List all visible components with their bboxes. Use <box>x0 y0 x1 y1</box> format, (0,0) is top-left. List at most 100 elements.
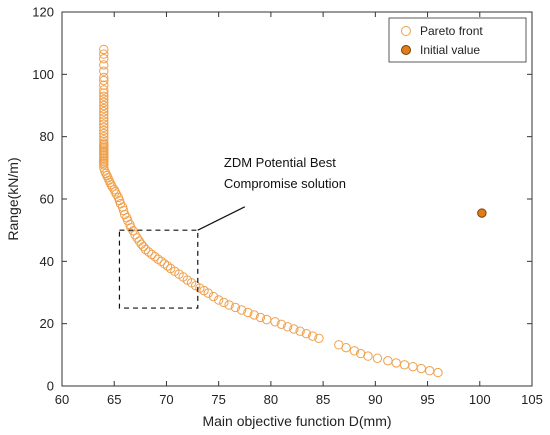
pareto-point <box>99 110 109 120</box>
pareto-point <box>162 261 173 271</box>
pareto-point <box>109 184 119 195</box>
pareto-point <box>213 295 224 305</box>
compromise-region-box <box>118 229 199 309</box>
pareto-point <box>138 241 149 252</box>
pareto-point <box>99 44 109 55</box>
pareto-point <box>147 249 157 260</box>
pareto-point <box>99 160 109 170</box>
legend: Pareto front Initial value <box>388 17 527 63</box>
pareto-point <box>243 307 253 318</box>
pareto-point <box>99 107 109 117</box>
legend-marker-pareto-front <box>401 26 411 36</box>
pareto-point <box>119 209 130 220</box>
pareto-point <box>99 54 109 64</box>
pareto-point <box>301 328 312 339</box>
pareto-point <box>99 97 109 108</box>
annotation-text-line: ZDM Potential Best <box>224 155 336 170</box>
pareto-point <box>295 326 305 336</box>
pareto-point <box>143 247 154 257</box>
pareto-point <box>219 297 229 308</box>
pareto-point <box>150 251 160 262</box>
pareto-point <box>99 113 109 123</box>
y-axis-label: Range(kN/m) <box>5 157 21 240</box>
pareto-point <box>99 91 109 101</box>
pareto-point <box>270 317 280 327</box>
x-tick-label: 75 <box>211 392 225 407</box>
pareto-point <box>105 177 115 188</box>
pareto-point <box>99 66 109 76</box>
pareto-point <box>372 353 383 363</box>
pareto-point <box>99 72 109 83</box>
pareto-point <box>99 88 109 98</box>
plot-area <box>61 11 533 387</box>
pareto-point <box>341 342 351 353</box>
pareto-point <box>126 222 136 233</box>
pareto-point <box>282 322 293 332</box>
series-layer <box>99 44 487 378</box>
annotation-pointer-line <box>197 206 246 231</box>
pareto-point <box>99 49 109 59</box>
pareto-point <box>106 179 116 190</box>
pareto-point <box>99 94 109 104</box>
pareto-point <box>236 305 247 315</box>
x-axis-label: Main objective function D(mm) <box>202 413 391 429</box>
x-tick-label: 60 <box>55 392 69 407</box>
pareto-point <box>99 122 109 133</box>
pareto-point <box>99 119 109 129</box>
pareto-point <box>249 310 259 320</box>
x-axis-ticks: 60 65 70 75 80 85 90 95 100 105 <box>55 12 543 407</box>
pareto-point <box>363 351 373 361</box>
pareto-point <box>99 125 109 136</box>
x-tick-label: 105 <box>521 392 543 407</box>
x-tick-label: 65 <box>107 392 121 407</box>
pareto-point <box>99 60 109 70</box>
y-tick-label: 60 <box>40 192 54 207</box>
x-tick-label: 70 <box>159 392 173 407</box>
pareto-point <box>99 75 109 86</box>
pareto-point <box>99 128 109 139</box>
y-axis-ticks: 0 20 40 60 80 100 120 <box>32 5 532 394</box>
legend-label-initial-value: Initial value <box>420 43 480 57</box>
pareto-point <box>203 288 213 298</box>
x-tick-label: 95 <box>420 392 434 407</box>
plot-frame <box>61 11 533 387</box>
y-tick-label: 20 <box>40 316 54 331</box>
y-tick-label: 80 <box>40 129 54 144</box>
y-tick-label: 0 <box>47 379 54 394</box>
pareto-point <box>156 256 166 267</box>
pareto-point <box>255 312 266 323</box>
initial-value-point <box>477 208 487 218</box>
legend-box <box>388 17 527 63</box>
pareto-point <box>99 100 109 111</box>
pareto-point <box>349 346 360 356</box>
pareto-point <box>230 302 241 313</box>
pareto-point <box>159 259 170 269</box>
x-tick-label: 85 <box>316 392 330 407</box>
pareto-point <box>110 187 120 197</box>
pareto-point <box>314 333 324 344</box>
pareto-point <box>99 103 109 114</box>
y-tick-label: 40 <box>40 254 54 269</box>
pareto-point <box>208 291 219 302</box>
pareto-point <box>307 331 318 341</box>
legend-marker-initial-value <box>401 45 411 55</box>
y-tick-label: 100 <box>32 67 54 82</box>
pareto-point <box>99 85 109 95</box>
legend-label-pareto-front: Pareto front <box>420 24 483 38</box>
pareto-point <box>276 319 287 329</box>
pareto-point <box>99 131 109 142</box>
x-tick-label: 90 <box>368 392 382 407</box>
pareto-point <box>153 254 163 264</box>
pareto-point <box>99 116 109 126</box>
pareto-point <box>433 367 443 378</box>
pareto-point <box>99 135 109 145</box>
annotation-layer: ZDM Potential Best Compromise solution <box>118 155 346 309</box>
y-tick-label: 120 <box>32 5 54 20</box>
pareto-point <box>289 324 299 334</box>
pareto-point <box>99 80 109 90</box>
pareto-point <box>140 244 151 255</box>
pareto-point <box>107 182 117 192</box>
pareto-point <box>224 300 234 310</box>
